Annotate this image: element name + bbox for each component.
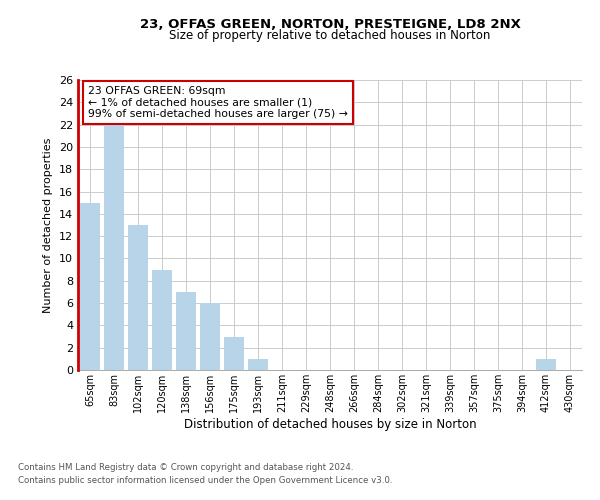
- Text: Size of property relative to detached houses in Norton: Size of property relative to detached ho…: [169, 29, 491, 42]
- Text: 23, OFFAS GREEN, NORTON, PRESTEIGNE, LD8 2NX: 23, OFFAS GREEN, NORTON, PRESTEIGNE, LD8…: [140, 18, 520, 30]
- Text: Contains public sector information licensed under the Open Government Licence v3: Contains public sector information licen…: [18, 476, 392, 485]
- Bar: [248, 359, 268, 370]
- Bar: [152, 270, 172, 370]
- Bar: [200, 303, 220, 370]
- Bar: [104, 124, 124, 370]
- Y-axis label: Number of detached properties: Number of detached properties: [43, 138, 53, 312]
- Bar: [80, 202, 100, 370]
- Bar: [176, 292, 196, 370]
- Bar: [128, 225, 148, 370]
- Text: 23 OFFAS GREEN: 69sqm
← 1% of detached houses are smaller (1)
99% of semi-detach: 23 OFFAS GREEN: 69sqm ← 1% of detached h…: [88, 86, 348, 119]
- X-axis label: Distribution of detached houses by size in Norton: Distribution of detached houses by size …: [184, 418, 476, 430]
- Bar: [224, 336, 244, 370]
- Bar: [536, 359, 556, 370]
- Text: Contains HM Land Registry data © Crown copyright and database right 2024.: Contains HM Land Registry data © Crown c…: [18, 464, 353, 472]
